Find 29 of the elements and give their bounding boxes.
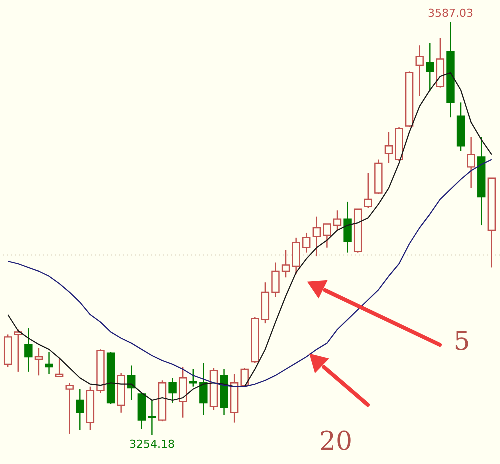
candlestick: [426, 42, 434, 92]
candlestick: [384, 132, 394, 164]
candlestick: [292, 237, 300, 275]
candlestick: [200, 362, 208, 416]
candlestick: [24, 328, 33, 373]
candlestick: [148, 400, 156, 436]
candlestick: [364, 172, 372, 209]
candlestick: [55, 358, 64, 378]
candlestick: [312, 216, 322, 258]
candlestick: [168, 378, 177, 404]
candlestick: [323, 224, 332, 248]
candlestick: [272, 262, 280, 298]
candlestick: [416, 45, 424, 98]
candlestick: [344, 201, 352, 254]
candlestick: [302, 232, 311, 254]
candlestick: [282, 250, 290, 278]
annotation: 5: [454, 327, 470, 357]
candlestick: [34, 348, 44, 376]
candlestick: [76, 388, 84, 431]
candlestick: [240, 368, 249, 388]
annotation: 20: [319, 427, 353, 457]
candlestick: [66, 382, 74, 435]
candlestick: [14, 329, 22, 373]
annotation: 3587.03: [428, 7, 474, 20]
candlestick: [45, 351, 54, 376]
candlestick: [333, 210, 342, 232]
candlestick: [467, 136, 476, 189]
annotation: 3254.18: [129, 438, 175, 451]
candlestick: [178, 366, 188, 418]
